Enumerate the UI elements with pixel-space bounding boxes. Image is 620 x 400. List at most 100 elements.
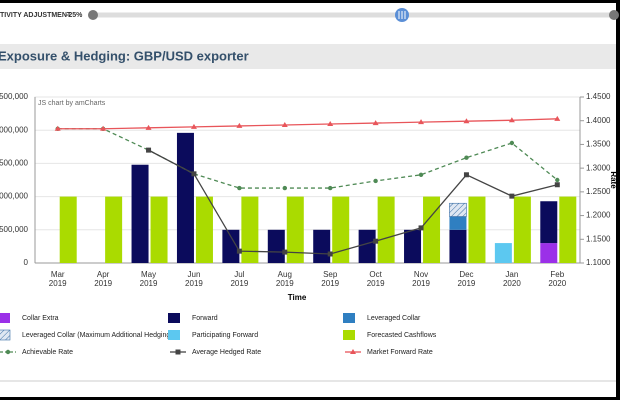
y2-tick-label: 1.1500 [586, 234, 611, 243]
legend-swatch [0, 313, 10, 323]
legend-label: Average Hedged Rate [192, 349, 261, 356]
legend-label: Market Forward Rate [367, 349, 433, 356]
x-tick-label: Aug [278, 270, 292, 279]
x-tick-label: 2019 [321, 279, 339, 288]
line-marker [327, 121, 334, 127]
bar [131, 164, 149, 263]
line-marker [463, 172, 469, 178]
x-tick-label: 2020 [503, 279, 521, 288]
y-tick-label: 2,000,000 [0, 125, 29, 134]
legend-label: Forecasted Cashflows [367, 332, 437, 339]
line-marker [237, 185, 242, 191]
y2-tick-label: 1.3500 [586, 140, 611, 149]
line [148, 149, 558, 255]
y2-tick-label: 1.1000 [586, 258, 611, 267]
line-marker [554, 115, 561, 121]
bar [449, 202, 467, 217]
y2-tick-label: 1.4000 [586, 116, 611, 125]
line-marker [373, 178, 378, 184]
bar [150, 196, 168, 263]
bar [105, 196, 123, 263]
line-marker [555, 177, 560, 183]
bar [332, 196, 350, 263]
slider-label: TIVITY ADJUSTMENT [0, 12, 72, 19]
slider-handle-min[interactable] [88, 10, 98, 20]
y2-tick-label: 1.3000 [586, 163, 611, 172]
line-marker [190, 123, 197, 129]
bar [195, 196, 213, 263]
x-tick-label: Nov [414, 270, 428, 279]
x-tick-label: Sep [323, 270, 338, 279]
legend-marker [175, 349, 181, 355]
line-marker [373, 238, 379, 244]
y-tick-label: 1,000,000 [0, 192, 29, 201]
x-tick-label: Apr [97, 270, 110, 279]
x-tick-label: Mar [51, 270, 65, 279]
line-marker [508, 117, 515, 123]
bar [559, 196, 577, 263]
x-tick-label: Oct [369, 270, 382, 279]
x-tick-label: 2019 [185, 279, 203, 288]
x-tick-label: 2019 [367, 279, 385, 288]
bar [513, 196, 531, 263]
legend-marker [5, 349, 11, 355]
legend-marker [350, 349, 356, 354]
line-marker [509, 193, 515, 199]
legend-label: Participating Forward [192, 332, 258, 339]
line-marker [418, 172, 424, 177]
slider-handle-max[interactable] [609, 10, 619, 20]
line-marker [146, 147, 152, 153]
line-marker [145, 124, 152, 130]
line-marker [418, 119, 425, 125]
legend-label: Leveraged Collar (Maximum Additional Hed… [22, 332, 173, 339]
bar [423, 196, 441, 263]
y-tick-label: 500,000 [0, 225, 29, 234]
line-marker [327, 251, 333, 257]
y-tick-label: 0 [24, 258, 29, 267]
x-tick-label: May [141, 270, 156, 279]
line-marker [100, 125, 107, 131]
legend-label: Collar Extra [22, 315, 59, 322]
x-tick-label: Jun [188, 270, 201, 279]
bar [358, 229, 376, 263]
bar [176, 132, 194, 263]
line-marker [236, 122, 243, 128]
x-tick-label: Dec [459, 270, 473, 279]
chart-title: Exposure & Hedging: GBP/USD exporter [0, 48, 249, 63]
bar [449, 229, 467, 263]
line-marker [554, 182, 560, 188]
line-marker [372, 120, 379, 126]
x-tick-label: 2019 [230, 279, 248, 288]
legend-swatch [343, 313, 355, 323]
y-tick-label: 1,500,000 [0, 159, 29, 168]
line [57, 128, 558, 189]
bar [377, 196, 395, 263]
bar [313, 229, 331, 263]
y2-tick-label: 1.4500 [586, 92, 611, 101]
y-tick-label: 2,500,000 [0, 92, 29, 101]
y2-tick-label: 1.2500 [586, 187, 611, 196]
x-tick-label: 2019 [276, 279, 294, 288]
title-bar [0, 44, 616, 69]
bar [540, 243, 558, 263]
x-tick-label: 2019 [140, 279, 158, 288]
x-tick-label: Jan [505, 270, 518, 279]
legend-label: Forward [192, 315, 218, 322]
credit: JS chart by amCharts [38, 100, 106, 107]
x-tick-label: Feb [550, 270, 564, 279]
line-marker [463, 118, 470, 124]
line-marker [282, 185, 287, 191]
x-tick-label: 2019 [458, 279, 476, 288]
bar [468, 196, 486, 263]
line-marker [54, 125, 61, 131]
legend-label: Leveraged Collar [367, 315, 421, 322]
bar [404, 229, 422, 263]
y2-axis-label: Rate [609, 171, 618, 189]
bar [540, 201, 558, 244]
legend-swatch [168, 330, 180, 340]
bar [59, 196, 77, 263]
line-marker [236, 248, 242, 254]
line-marker [281, 121, 288, 127]
